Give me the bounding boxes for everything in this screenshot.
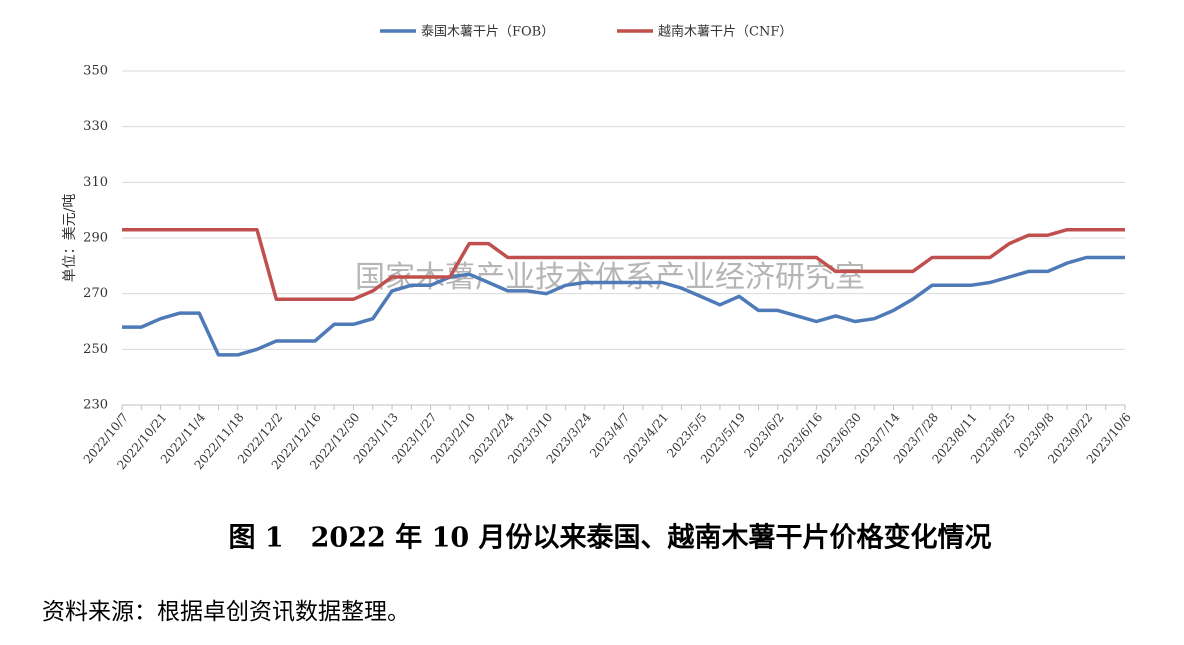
y-tick-label: 330 — [83, 119, 108, 134]
y-tick-label: 270 — [83, 286, 108, 301]
y-axis-label: 单位：美元/吨 — [62, 194, 78, 283]
data-line — [122, 227, 1125, 301]
data-line — [122, 255, 1125, 357]
y-tick-label: 310 — [83, 175, 108, 190]
y-tick-label: 290 — [83, 231, 108, 246]
y-tick-label: 350 — [83, 64, 108, 79]
source-note: 资料来源：根据卓创资讯数据整理。 — [42, 599, 410, 625]
legend-label: 泰国木薯干片（FOB） — [421, 25, 554, 40]
y-tick-label: 250 — [83, 342, 108, 357]
y-tick-label: 230 — [83, 398, 108, 413]
caption: 图 1 2022 年 10 月份以来泰国、越南木薯干片价格变化情况 — [228, 522, 991, 554]
legend-label: 越南木薯干片（CNF） — [658, 24, 792, 40]
